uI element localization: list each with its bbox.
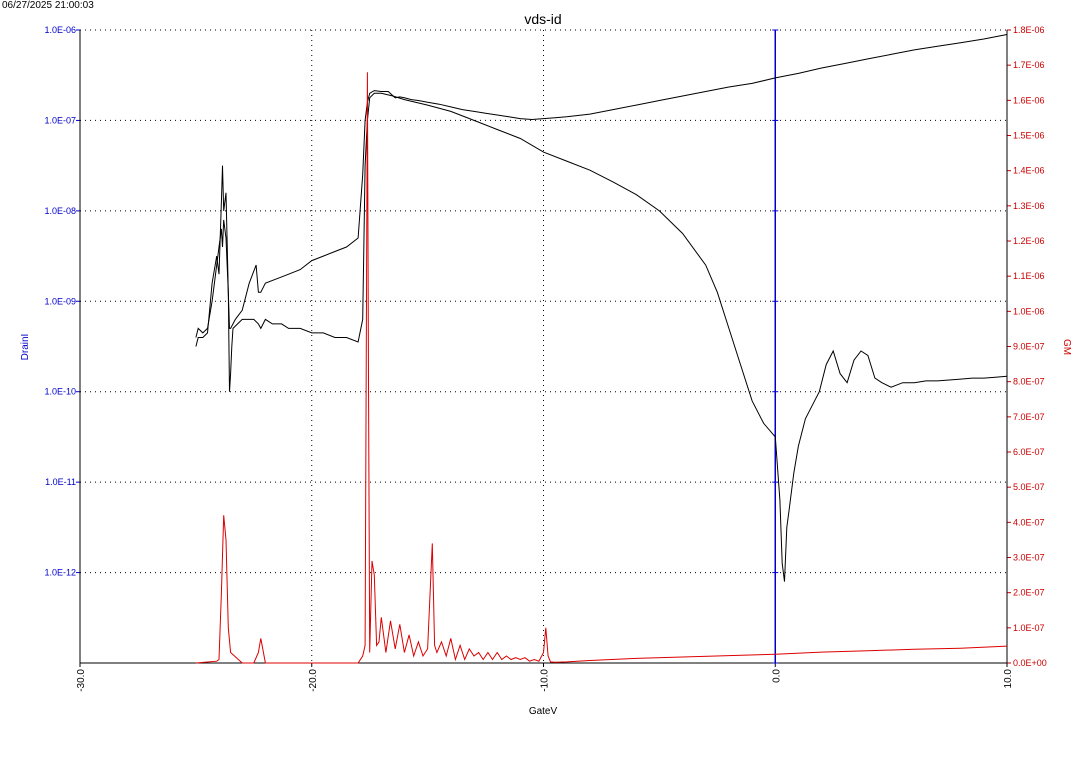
gm-series-line xyxy=(195,72,1008,664)
y-tick-label: 1.0E-06 xyxy=(44,25,76,35)
y2-tick-label: 5.0E-07 xyxy=(1013,482,1045,492)
drain-current-line-1 xyxy=(195,92,1008,582)
y2-tick-label: 2.0E-07 xyxy=(1013,588,1045,598)
y-tick-label: 1.0E-11 xyxy=(45,477,76,487)
y2-tick-label: 3.0E-07 xyxy=(1013,553,1045,563)
y-tick-label: 1.0E-12 xyxy=(44,568,76,578)
zero-volt-marker xyxy=(772,29,779,664)
chart-title: vds-id xyxy=(524,11,561,27)
y2-tick-label: 7.0E-07 xyxy=(1013,412,1045,422)
y2-axis-label: GM xyxy=(1061,339,1072,355)
y-tick-label: 1.0E-07 xyxy=(44,115,76,125)
grid-lines xyxy=(76,29,1011,667)
tick-labels: 1.0E-06 1.0E-07 1.0E-08 1.0E-09 1.0E-10 1.0E-… xyxy=(44,25,1046,692)
drain-current-line-0 xyxy=(195,34,1008,338)
x-tick-label: -30.0 xyxy=(76,669,87,692)
y-tick-label: 1.0E-10 xyxy=(44,387,76,397)
x-tick-label: 0.0 xyxy=(771,669,782,683)
y2-tick-label: 1.5E-06 xyxy=(1013,131,1045,141)
y2-tick-label: 1.2E-06 xyxy=(1013,236,1045,246)
y-tick-label: 1.0E-08 xyxy=(44,206,76,216)
y2-tick-label: 1.7E-06 xyxy=(1013,60,1045,70)
y2-tick-label: 0.0E+00 xyxy=(1013,658,1047,668)
y2-tick-label: 1.8E-06 xyxy=(1013,25,1045,35)
y2-tick-label: 1.3E-06 xyxy=(1013,201,1045,211)
x-tick-label: -10.0 xyxy=(540,669,551,692)
y2-tick-label: 8.0E-07 xyxy=(1013,377,1045,387)
x-tick-label: 10.0 xyxy=(1003,669,1014,689)
y2-tick-label: 1.6E-06 xyxy=(1013,95,1045,105)
x-axis-label: GateV xyxy=(529,706,558,717)
y2-tick-label: 4.0E-07 xyxy=(1013,517,1045,527)
x-tick-label: -20.0 xyxy=(308,669,319,692)
y2-tick-label: 1.0E-06 xyxy=(1013,306,1045,316)
timestamp: 06/27/2025 21:00:03 xyxy=(2,0,94,11)
series-group xyxy=(195,34,1008,664)
y2-tick-label: 1.1E-06 xyxy=(1013,271,1045,281)
y2-tick-label: 1.4E-06 xyxy=(1013,166,1045,176)
y2-tick-label: 6.0E-07 xyxy=(1013,447,1045,457)
y2-tick-label: 1.0E-07 xyxy=(1013,623,1045,633)
y2-tick-label: 9.0E-07 xyxy=(1013,342,1045,352)
y-axis-label: DrainI xyxy=(20,334,31,361)
y-tick-label: 1.0E-09 xyxy=(44,296,76,306)
